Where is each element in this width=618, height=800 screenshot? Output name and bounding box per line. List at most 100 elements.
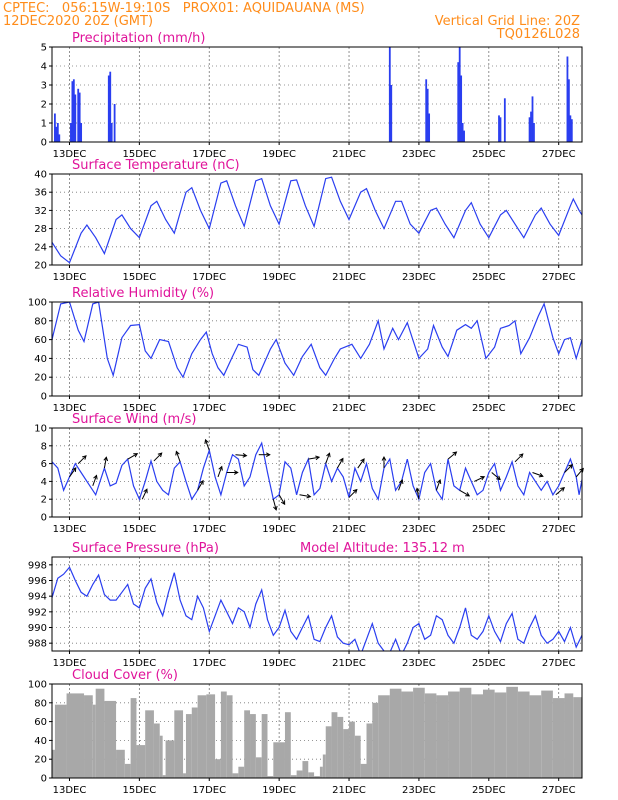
y-tick-label: 28 <box>34 224 47 235</box>
precip-bar <box>458 47 461 142</box>
precip-bar <box>80 123 83 142</box>
panel-3: 0 20 40 60 80 100 13DEC 15DEC 17DEC 19DEC 21DEC 23D… <box>28 286 583 414</box>
y-tick-label: 0 <box>41 774 47 785</box>
cloud-bar <box>459 687 472 778</box>
y-tick-label: 990 <box>28 623 47 634</box>
cloud-bar <box>322 754 326 778</box>
grid-line-note: Vertical Grid Line: 20Z <box>434 14 580 29</box>
x-tick-label: 19DEC <box>262 272 296 283</box>
wind-arrow <box>491 472 501 480</box>
x-tick-label: 17DEC <box>192 403 226 414</box>
panel-frame <box>51 173 583 266</box>
x-tick-label: 23DEC <box>402 785 436 796</box>
precip-bar <box>425 79 428 142</box>
cloud-bar <box>153 723 160 778</box>
series-line <box>52 441 582 502</box>
cloud-bar <box>573 697 582 778</box>
cloud-bar <box>84 695 93 778</box>
x-tick-label: 15DEC <box>122 272 156 283</box>
cloud-bar <box>261 714 268 778</box>
cloud-bar <box>448 691 460 778</box>
panel-6: 0 20 40 60 80 100 13DEC 15DEC 17DEC 19DEC 21DEC 23D… <box>28 668 583 796</box>
x-tick-label: 27DEC <box>542 272 576 283</box>
precip-bar <box>461 123 464 142</box>
x-tick-label: 21DEC <box>332 658 366 669</box>
y-tick-label: 0 <box>41 513 47 524</box>
precip-bar <box>463 130 465 142</box>
panel-1: 0 1 2 3 4 5 13DEC 15DEC 17DEC 19DEC 21DEC 23DEC 25DE… <box>41 31 583 160</box>
panel-title: Precipitation (mm/h) <box>72 31 205 46</box>
panel-title: Relative Humidity (%) <box>72 286 214 301</box>
cloud-bar <box>226 695 233 778</box>
wind-arrow-head <box>480 475 486 481</box>
wind-arrow <box>103 457 107 469</box>
x-tick-label: 23DEC <box>402 658 436 669</box>
precip-bar <box>55 126 58 142</box>
x-tick-label: 23DEC <box>402 524 436 535</box>
cloud-bar <box>165 740 175 778</box>
precip-bar <box>390 85 393 142</box>
cloud-bar <box>174 710 184 778</box>
wind-arrow-head <box>398 478 404 484</box>
cloud-bar <box>529 695 542 778</box>
y-tick-label: 60 <box>34 717 47 728</box>
y-tick-label: 20 <box>34 373 47 384</box>
cloud-bar <box>273 742 285 778</box>
wind-arrow-head <box>199 479 204 485</box>
y-tick-label: 4 <box>41 62 47 73</box>
cloud-bar <box>183 773 186 778</box>
x-tick-label: 17DEC <box>192 658 226 669</box>
wind-arrow-head <box>465 492 471 497</box>
x-tick-label: 27DEC <box>542 785 576 796</box>
cloud-bar <box>130 698 137 778</box>
y-tick-label: 4 <box>41 477 47 488</box>
x-tick-label: 15DEC <box>122 149 156 160</box>
cloud-bar <box>413 687 425 778</box>
wind-arrow <box>514 453 524 463</box>
x-tick-label: 27DEC <box>542 658 576 669</box>
cloud-bar <box>136 745 146 778</box>
run-id: TQ0126L028 <box>496 27 580 42</box>
y-tick-label: 998 <box>28 560 47 571</box>
cloud-bar <box>284 712 291 778</box>
wind-arrow-head <box>280 500 286 506</box>
cloud-bar <box>471 694 483 778</box>
y-tick-label: 8 <box>41 441 47 452</box>
precip-bar <box>72 79 75 142</box>
precip-bar <box>531 96 534 142</box>
wind-arrow <box>153 452 163 462</box>
wind-arrow-head <box>306 493 312 499</box>
cloud-bar <box>52 749 55 778</box>
wind-arrow <box>69 467 77 478</box>
x-tick-label: 25DEC <box>472 785 506 796</box>
precip-bar <box>54 113 56 142</box>
precip-bar <box>499 117 502 142</box>
wind-arrow <box>325 453 330 464</box>
cloud-bar <box>552 698 565 778</box>
cloud-bar <box>145 710 154 778</box>
y-tick-label: 32 <box>34 206 47 217</box>
wind-arrow-head <box>273 505 278 511</box>
cloud-bar <box>104 700 117 778</box>
precip-bar <box>457 62 460 143</box>
x-tick-label: 19DEC <box>262 149 296 160</box>
cloud-bar <box>314 776 320 778</box>
y-tick-label: 994 <box>28 592 47 603</box>
cloud-bar <box>290 775 297 778</box>
cloud-bar <box>343 729 350 778</box>
cloud-bar <box>506 686 518 778</box>
series-line <box>52 302 582 379</box>
x-tick-label: 13DEC <box>53 524 87 535</box>
wind-arrow-head <box>579 467 584 473</box>
cloud-bar <box>159 735 163 778</box>
cloud-bar <box>206 694 216 778</box>
y-tick-label: 40 <box>34 736 47 747</box>
wind-arrow-head <box>381 456 387 461</box>
cloud-bar <box>517 691 530 778</box>
y-tick-label: 0 <box>41 138 47 149</box>
wind-arrow <box>555 487 565 496</box>
cloud-bar <box>424 693 437 778</box>
precip-bar <box>70 123 72 142</box>
